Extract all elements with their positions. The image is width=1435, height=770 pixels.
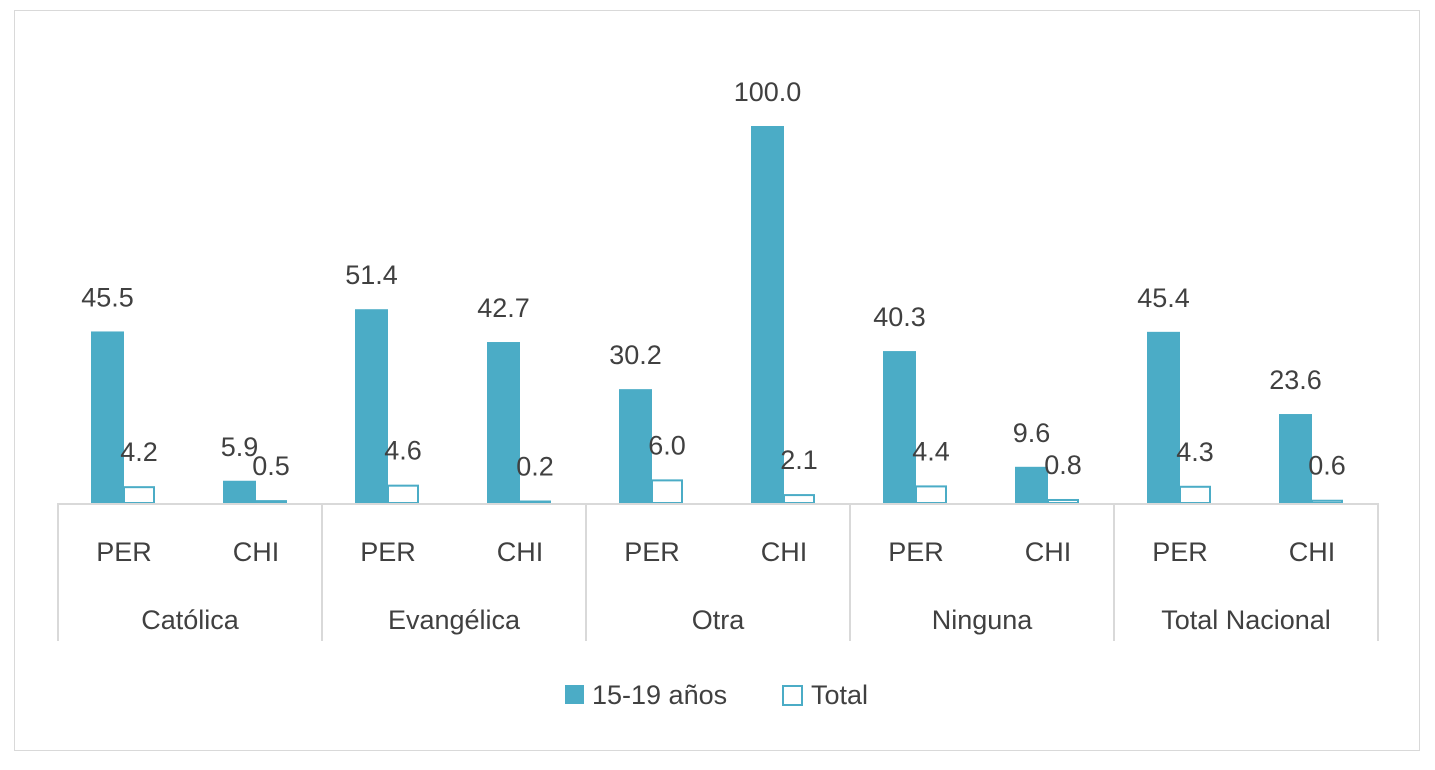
subcategory-label-1: CHI <box>233 537 280 567</box>
bar-15-19-1 <box>223 480 256 503</box>
bar-15-19-5 <box>751 126 784 503</box>
subcategory-label-5: CHI <box>761 537 808 567</box>
bar-total-3 <box>519 500 551 504</box>
subcategory-label-8: PER <box>1152 537 1208 567</box>
subcategory-label-2: PER <box>360 537 416 567</box>
bar-15-19-2 <box>355 309 388 503</box>
value-label-15-19-3: 42.7 <box>477 293 530 323</box>
value-label-15-19-8: 45.4 <box>1137 283 1190 313</box>
bar-total-4 <box>651 479 683 505</box>
legend-swatch-15-19 <box>565 685 584 704</box>
bar-total-2 <box>387 484 419 504</box>
axis-layer: PER CHI PER CHI PER CHI PER CHI PER CHI Católica Ev… <box>57 503 1379 641</box>
bar-total-9 <box>1311 499 1343 505</box>
bar-total-8 <box>1179 485 1211 505</box>
value-label-total-9: 0.6 <box>1308 451 1346 481</box>
value-label-total-6: 4.4 <box>912 436 950 466</box>
value-label-15-19-7: 9.6 <box>1013 418 1051 448</box>
value-label-total-8: 4.3 <box>1176 437 1214 467</box>
subcategory-label-3: CHI <box>497 537 544 567</box>
value-label-15-19-2: 51.4 <box>345 260 398 290</box>
subcategory-label-6: PER <box>888 537 944 567</box>
bar-15-19-9 <box>1279 414 1312 503</box>
subcategory-label-0: PER <box>96 537 152 567</box>
legend: 15-19 años Total <box>565 680 868 710</box>
value-label-15-19-1: 5.9 <box>221 432 259 462</box>
value-label-total-4: 6.0 <box>648 430 686 460</box>
bar-15-19-6 <box>883 351 916 503</box>
bar-total-0 <box>123 486 155 504</box>
value-label-total-7: 0.8 <box>1044 450 1082 480</box>
group-label-2: Otra <box>692 605 745 635</box>
bar-15-19-8 <box>1147 331 1180 503</box>
value-label-total-2: 4.6 <box>384 436 422 466</box>
value-label-15-19-9: 23.6 <box>1269 365 1322 395</box>
value-label-15-19-4: 30.2 <box>609 340 662 370</box>
legend-label-15-19: 15-19 años <box>592 680 727 710</box>
value-label-15-19-6: 40.3 <box>873 302 926 332</box>
value-label-total-0: 4.2 <box>120 437 158 467</box>
bar-15-19-0 <box>91 331 124 503</box>
bar-15-19-4 <box>619 389 652 503</box>
bar-15-19-7 <box>1015 466 1048 503</box>
bar-15-19-3 <box>487 342 520 503</box>
value-label-total-1: 0.5 <box>252 451 290 481</box>
bar-total-1 <box>255 500 287 504</box>
bar-total-5 <box>783 494 815 505</box>
legend-swatch-total <box>782 685 803 706</box>
value-label-total-5: 2.1 <box>780 445 818 475</box>
legend-label-total: Total <box>811 680 868 710</box>
group-label-4: Total Nacional <box>1161 605 1331 635</box>
bar-total-6 <box>915 485 947 504</box>
subcategory-label-7: CHI <box>1025 537 1072 567</box>
value-label-15-19-0: 45.5 <box>81 282 134 312</box>
value-labels-layer: 45.5 4.2 5.90.5 51.4 4.6 42.7 0.2 30.2 6.0 100.0 2… <box>81 77 1346 482</box>
bar-total-7 <box>1047 498 1079 505</box>
group-label-1: Evangélica <box>388 605 521 635</box>
value-label-15-19-5: 100.0 <box>734 77 802 107</box>
subcategory-label-4: PER <box>624 537 680 567</box>
value-label-total-3: 0.2 <box>516 452 554 482</box>
chart-frame <box>14 10 1420 751</box>
subcategory-label-9: CHI <box>1289 537 1336 567</box>
bars-layer <box>91 126 1343 505</box>
group-label-0: Católica <box>141 605 240 635</box>
group-label-3: Ninguna <box>932 605 1034 635</box>
